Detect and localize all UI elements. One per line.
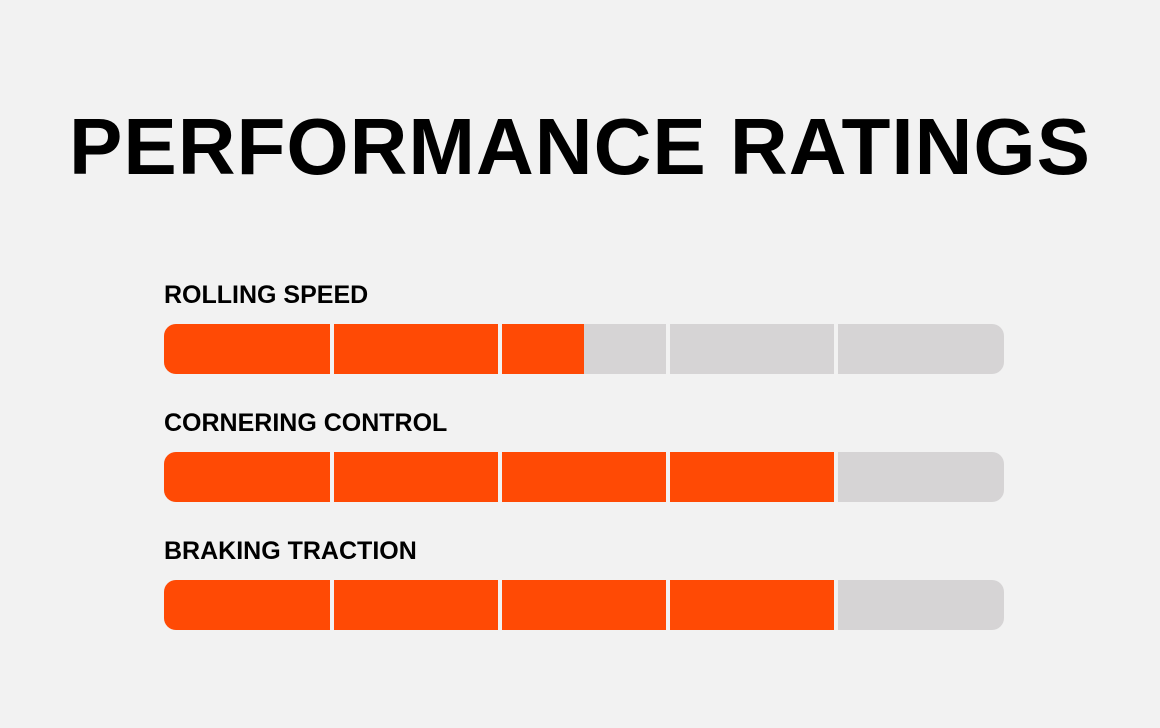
rating-cornering-control: CORNERING CONTROL xyxy=(164,408,1004,536)
rating-bar-track xyxy=(164,324,1004,374)
bar-segment-divider xyxy=(330,452,334,502)
rating-rolling-speed: ROLLING SPEED xyxy=(164,280,1004,408)
bar-segment-divider xyxy=(834,580,838,630)
rating-bar-fill xyxy=(164,324,584,374)
bar-segment-divider xyxy=(498,580,502,630)
bar-segment-divider xyxy=(330,324,334,374)
bar-segment-divider xyxy=(498,452,502,502)
rating-braking-traction: BRAKING TRACTION xyxy=(164,536,1004,664)
bar-segment-divider xyxy=(666,452,670,502)
rating-label: BRAKING TRACTION xyxy=(164,537,417,565)
rating-bar-track xyxy=(164,580,1004,630)
bar-segment-divider xyxy=(834,324,838,374)
bar-segment-divider xyxy=(498,324,502,374)
rating-bar-track xyxy=(164,452,1004,502)
bar-segment-divider xyxy=(330,580,334,630)
bar-segment-divider xyxy=(666,324,670,374)
page-title: PERFORMANCE RATINGS xyxy=(69,102,1091,191)
rating-label: CORNERING CONTROL xyxy=(164,409,448,437)
ratings-chart: ROLLING SPEED CORNERING CONTROL BRAKING … xyxy=(164,280,1004,664)
rating-label: ROLLING SPEED xyxy=(164,281,369,309)
bar-segment-divider xyxy=(666,580,670,630)
bar-segment-divider xyxy=(834,452,838,502)
